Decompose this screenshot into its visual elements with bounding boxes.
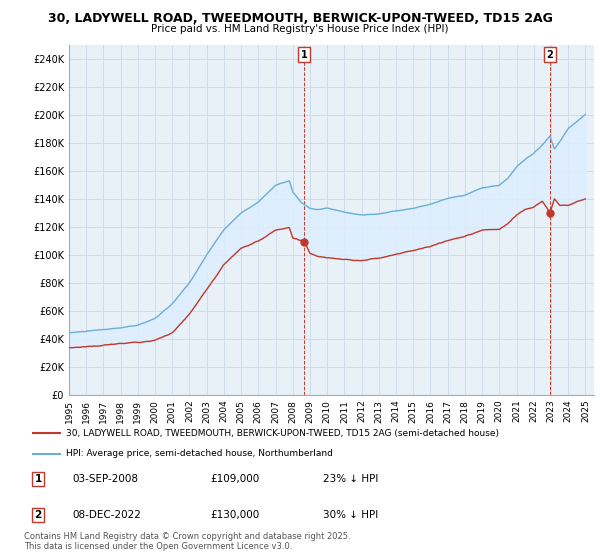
Text: 08-DEC-2022: 08-DEC-2022 (72, 510, 141, 520)
Text: Price paid vs. HM Land Registry's House Price Index (HPI): Price paid vs. HM Land Registry's House … (151, 24, 449, 34)
Text: 2: 2 (547, 50, 553, 59)
Text: 1: 1 (34, 474, 42, 484)
Text: 2: 2 (34, 510, 42, 520)
Text: £130,000: £130,000 (210, 510, 259, 520)
Text: £109,000: £109,000 (210, 474, 259, 484)
Text: 30% ↓ HPI: 30% ↓ HPI (323, 510, 378, 520)
Text: 30, LADYWELL ROAD, TWEEDMOUTH, BERWICK-UPON-TWEED, TD15 2AG: 30, LADYWELL ROAD, TWEEDMOUTH, BERWICK-U… (47, 12, 553, 25)
Text: HPI: Average price, semi-detached house, Northumberland: HPI: Average price, semi-detached house,… (66, 449, 333, 458)
Text: 1: 1 (301, 50, 308, 59)
Text: Contains HM Land Registry data © Crown copyright and database right 2025.
This d: Contains HM Land Registry data © Crown c… (24, 532, 350, 552)
Text: 23% ↓ HPI: 23% ↓ HPI (323, 474, 378, 484)
Text: 30, LADYWELL ROAD, TWEEDMOUTH, BERWICK-UPON-TWEED, TD15 2AG (semi-detached house: 30, LADYWELL ROAD, TWEEDMOUTH, BERWICK-U… (66, 429, 499, 438)
Text: 03-SEP-2008: 03-SEP-2008 (72, 474, 138, 484)
